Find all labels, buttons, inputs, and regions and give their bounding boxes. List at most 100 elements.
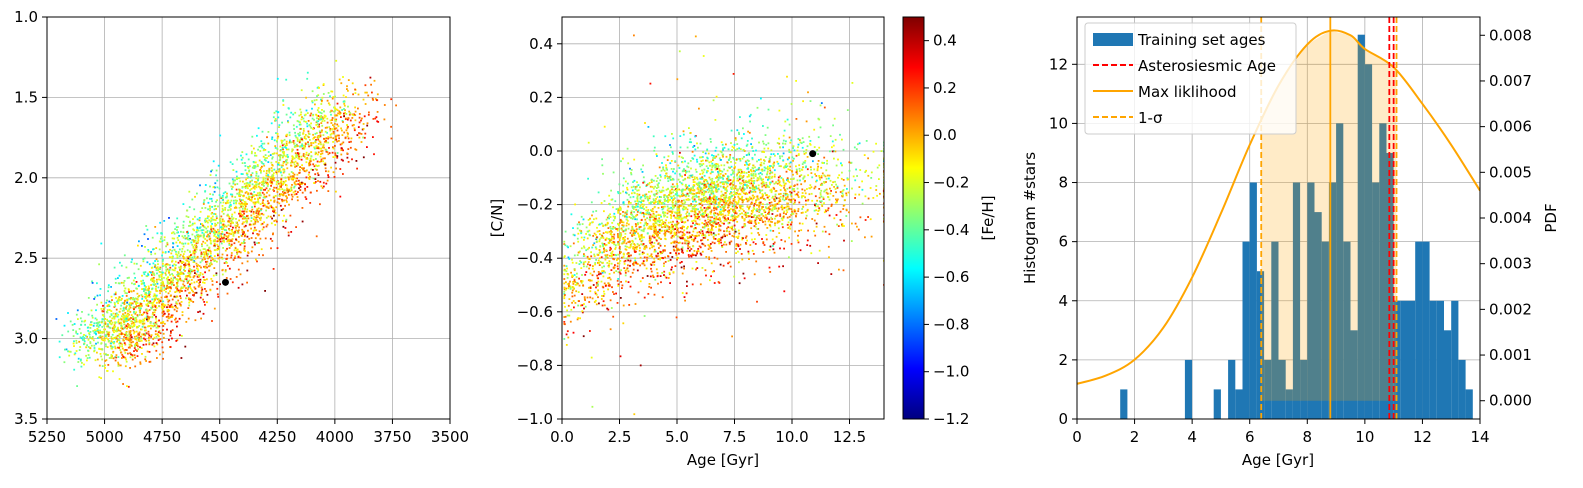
scatter-point [312, 128, 314, 130]
scatter-point [247, 192, 249, 194]
scatter-point [133, 308, 135, 310]
scatter-point [277, 189, 279, 191]
scatter-point [270, 247, 272, 249]
scatter-point [244, 248, 246, 250]
scatter-point [707, 167, 709, 169]
scatter-point [282, 147, 284, 149]
scatter-point [163, 289, 165, 291]
scatter-point [635, 188, 637, 190]
scatter-point [301, 182, 303, 184]
scatter-point [64, 325, 66, 327]
scatter-point [356, 168, 358, 170]
scatter-point [343, 101, 345, 103]
scatter-point [305, 198, 307, 200]
scatter-point [153, 284, 155, 286]
scatter-point [355, 92, 357, 94]
scatter-point [140, 308, 142, 310]
scatter-point [158, 300, 160, 302]
scatter-point [612, 206, 614, 208]
scatter-point [731, 130, 733, 132]
scatter-point [813, 129, 815, 131]
scatter-point [200, 272, 202, 274]
scatter-point [84, 337, 86, 339]
scatter-point [855, 169, 857, 171]
scatter-point [261, 187, 263, 189]
scatter-point [123, 324, 125, 326]
scatter-point [317, 161, 319, 163]
scatter-point [314, 100, 316, 102]
scatter-point [671, 256, 673, 258]
scatter-point [91, 310, 93, 312]
scatter-point [783, 212, 785, 214]
scatter-point [307, 141, 309, 143]
scatter-point [650, 268, 652, 270]
scatter-point [119, 311, 121, 313]
scatter-point [589, 290, 591, 292]
scatter-point [94, 329, 96, 331]
scatter-point [264, 290, 266, 292]
scatter-point [219, 218, 221, 220]
scatter-point [242, 218, 244, 220]
scatter-point [197, 234, 199, 236]
scatter-point [188, 297, 190, 299]
scatter-point [234, 184, 236, 186]
scatter-point [73, 369, 75, 371]
scatter-point [100, 356, 102, 358]
scatter-point [335, 60, 337, 62]
scatter-point [193, 294, 195, 296]
scatter-point [263, 156, 265, 158]
scatter-point [674, 205, 676, 207]
scatter-point [711, 154, 713, 156]
scatter-point [74, 352, 76, 354]
scatter-point [280, 172, 282, 174]
scatter-point [113, 327, 115, 329]
scatter-point [145, 271, 147, 273]
scatter-point [273, 153, 275, 155]
scatter-point [252, 246, 254, 248]
scatter-point [843, 149, 845, 151]
scatter-point [174, 228, 176, 230]
scatter-point [175, 253, 177, 255]
scatter-point [328, 153, 330, 155]
scatter-point [124, 342, 126, 344]
scatter-point [270, 199, 272, 201]
scatter-point [144, 233, 146, 235]
x-tick-label: 5250 [28, 428, 66, 446]
scatter-point [97, 359, 99, 361]
scatter-point [153, 314, 155, 316]
scatter-point [348, 141, 350, 143]
scatter-point [219, 220, 221, 222]
scatter-point [322, 97, 324, 99]
scatter-point [312, 90, 314, 92]
scatter-point [265, 180, 267, 182]
scatter-point [232, 227, 234, 229]
scatter-point [219, 283, 221, 285]
scatter-point [797, 146, 799, 148]
scatter-point [307, 112, 309, 114]
scatter-point [725, 244, 727, 246]
scatter-point [309, 133, 311, 135]
scatter-point [271, 218, 273, 220]
scatter-point [640, 226, 642, 228]
scatter-point [268, 170, 270, 172]
scatter-point [720, 186, 722, 188]
scatter-point [841, 178, 843, 180]
scatter-point [241, 262, 243, 264]
scatter-point [832, 125, 834, 127]
scatter-point [267, 200, 269, 202]
scatter-point [244, 183, 246, 185]
scatter-point [615, 244, 617, 246]
scatter-point [783, 211, 785, 213]
scatter-point [181, 251, 183, 253]
scatter-point [239, 189, 241, 191]
scatter-point [729, 193, 731, 195]
scatter-point [630, 217, 632, 219]
scatter-point [273, 208, 275, 210]
scatter-point [280, 205, 282, 207]
scatter-point [636, 200, 638, 202]
scatter-point [133, 306, 135, 308]
scatter-point [189, 284, 191, 286]
scatter-point [148, 331, 150, 333]
scatter-point [302, 221, 304, 223]
